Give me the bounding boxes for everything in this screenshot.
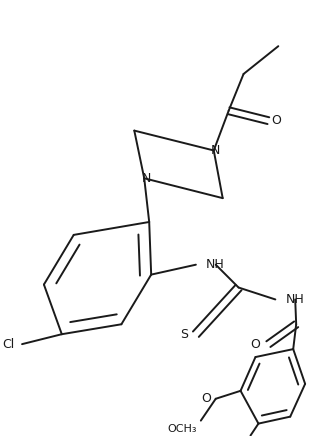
Text: NH: NH bbox=[285, 293, 304, 306]
Text: O: O bbox=[201, 392, 211, 405]
Text: O: O bbox=[272, 114, 281, 127]
Text: OCH₃: OCH₃ bbox=[168, 423, 197, 434]
Text: Cl: Cl bbox=[2, 338, 14, 350]
Text: O: O bbox=[250, 338, 260, 350]
Text: N: N bbox=[211, 144, 220, 157]
Text: S: S bbox=[180, 328, 188, 341]
Text: NH: NH bbox=[206, 258, 225, 271]
Text: N: N bbox=[142, 172, 151, 185]
